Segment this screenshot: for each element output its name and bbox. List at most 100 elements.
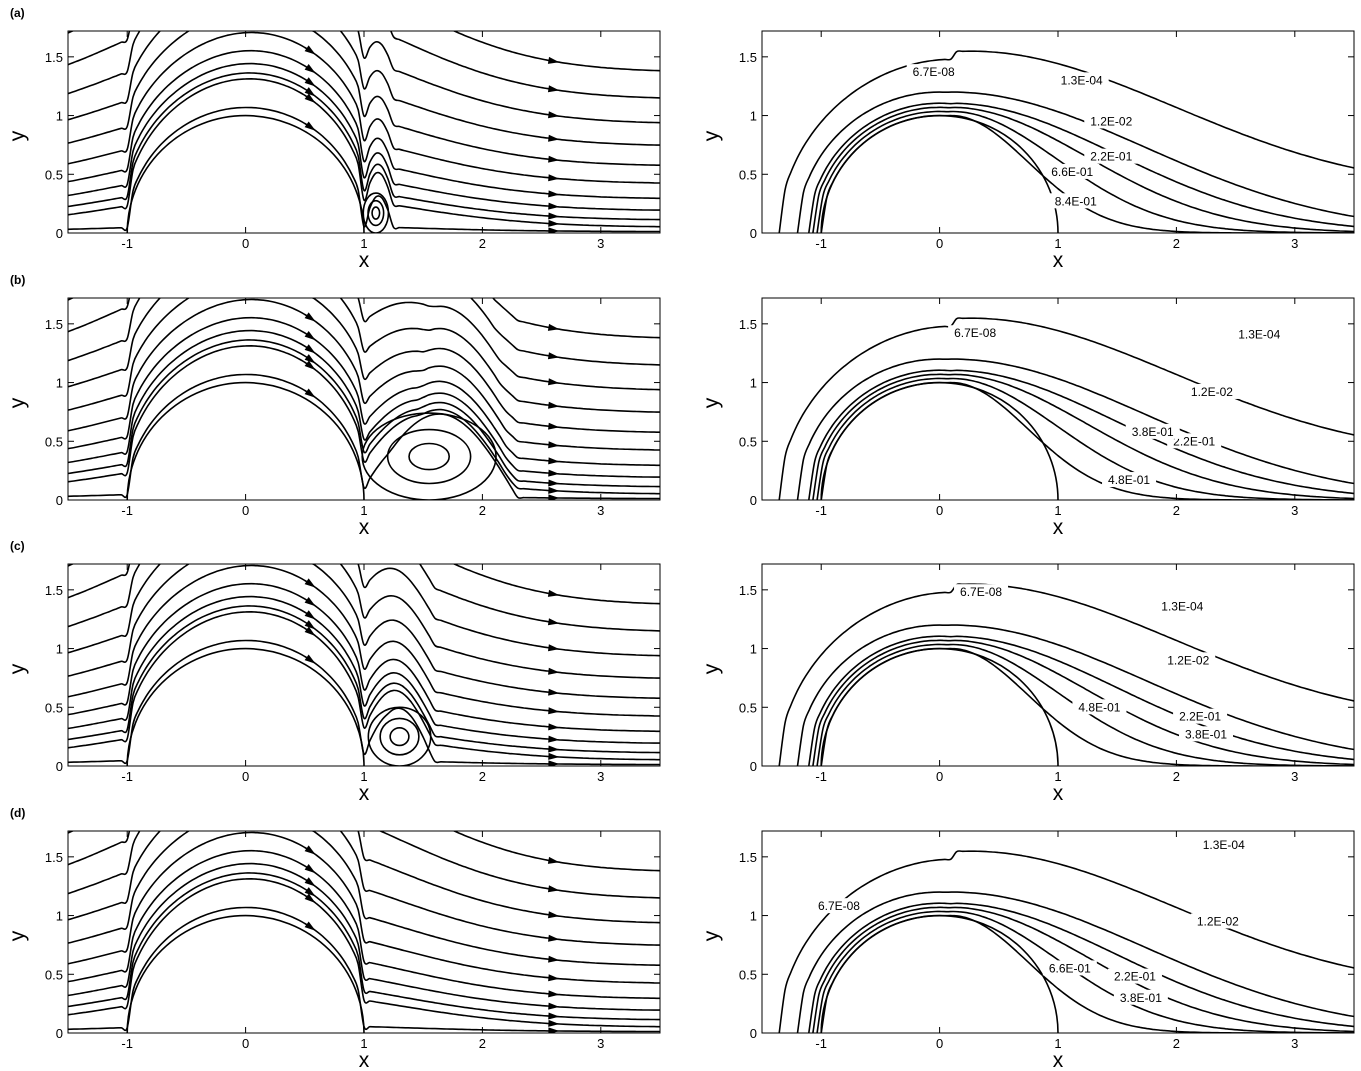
streamline xyxy=(68,639,660,766)
x-tick-label: 0 xyxy=(242,503,249,518)
streamline-arrow xyxy=(548,735,560,743)
streamline-arrow xyxy=(306,736,317,743)
obstacle-semicircle xyxy=(126,114,365,233)
recirculation-loop xyxy=(379,717,420,756)
x-tick-label: 3 xyxy=(597,769,604,784)
streamline-arrow xyxy=(547,589,560,597)
x-tick-label: 2 xyxy=(1173,769,1180,784)
streamline xyxy=(68,72,660,221)
streamline xyxy=(68,906,660,1033)
y-tick-label: 0 xyxy=(56,493,63,508)
streamline xyxy=(68,878,660,1028)
plot-area xyxy=(68,236,660,500)
streamline xyxy=(68,31,660,184)
contour-label-bg xyxy=(811,898,866,914)
streamline-arrow xyxy=(304,77,316,87)
streamline-arrow xyxy=(548,202,560,210)
streamline xyxy=(68,831,660,984)
streamline-arrow xyxy=(548,401,560,409)
x-tick-label: 0 xyxy=(242,236,249,251)
y-tick-label: 0 xyxy=(56,226,63,241)
streamline-arrow xyxy=(548,934,560,942)
contour-label: 4.8E-01 xyxy=(1078,700,1120,714)
plot-area xyxy=(68,31,660,233)
x-axis-label: x xyxy=(359,516,370,539)
obstacle-semicircle xyxy=(126,381,365,500)
contour-label-bg xyxy=(1107,968,1162,984)
contour-label: 1.2E-02 xyxy=(1197,914,1239,928)
x-tick-label: 3 xyxy=(597,503,604,518)
contour-label-bg xyxy=(1232,326,1287,342)
x-tick-label: -1 xyxy=(815,769,827,784)
recirculation-loop xyxy=(386,428,472,485)
y-tick-label: 0.5 xyxy=(45,967,63,982)
streamline xyxy=(68,31,660,146)
contour-line xyxy=(808,369,1354,500)
x-tick-label: 2 xyxy=(1173,503,1180,518)
x-tick-label: 0 xyxy=(936,769,943,784)
streamline-arrow xyxy=(305,265,318,277)
contour-label: 2.2E-01 xyxy=(1179,710,1221,724)
contour-label-bg xyxy=(1072,699,1127,715)
contour-line xyxy=(816,377,1354,500)
streamline-arrow xyxy=(304,654,316,664)
streamline-arrow xyxy=(548,1019,560,1027)
streamline xyxy=(68,298,660,434)
contour-line xyxy=(808,102,1354,233)
streamline-arrow xyxy=(304,93,316,103)
plot-area: 6.7E-08 1.3E-04 1.2E-02 2.2E-01 3.8E-01 4.8E-… xyxy=(778,583,1354,766)
streamline-arrow xyxy=(547,352,560,360)
contour-label-bg xyxy=(1102,472,1157,488)
streamline xyxy=(68,831,660,967)
streamline xyxy=(68,582,660,733)
streamline-arrow xyxy=(548,667,560,675)
streamline-arrow xyxy=(305,236,318,248)
contour-label: 6.7E-08 xyxy=(913,65,955,79)
contour-label: 1.3E-04 xyxy=(1061,73,1103,87)
streamline xyxy=(68,106,660,233)
y-axis-label: y xyxy=(6,130,29,141)
x-tick-label: -1 xyxy=(121,1036,133,1051)
contour-label-bg xyxy=(1084,148,1139,164)
streamline-arrow xyxy=(548,441,560,449)
plot-area: 6.7E-08 1.3E-04 1.2E-02 2.2E-01 3.8E-01 6.6E-… xyxy=(778,837,1354,1033)
x-axis-label: x xyxy=(359,782,370,805)
y-tick-label: 1.5 xyxy=(45,850,63,865)
contour-label-bg xyxy=(1042,960,1097,976)
streamline xyxy=(68,564,660,717)
streamline-arrow xyxy=(547,644,560,652)
plot-area xyxy=(68,564,660,766)
streamline-arrow xyxy=(548,134,560,142)
y-tick-label: 1 xyxy=(750,109,757,124)
streamline-arrow xyxy=(305,798,318,810)
y-axis-label: y xyxy=(6,397,29,408)
contour-line xyxy=(796,891,1354,1033)
contour-line xyxy=(812,373,1354,500)
contour-label: 6.6E-01 xyxy=(1051,165,1093,179)
y-tick-label: 0 xyxy=(56,759,63,774)
streamline-arrow xyxy=(548,174,560,182)
streamline xyxy=(68,49,660,200)
x-tick-label: -1 xyxy=(121,503,133,518)
x-tick-label: 1 xyxy=(360,503,367,518)
streamline-arrow xyxy=(548,486,560,494)
contour-line xyxy=(778,583,1354,766)
x-tick-label: 2 xyxy=(1173,1036,1180,1051)
recirculation-loop xyxy=(408,442,450,471)
streamline xyxy=(68,298,660,366)
panel-c-right: 6.7E-08 1.3E-04 1.2E-02 2.2E-01 3.8E-01 4.8E-… xyxy=(700,563,1355,805)
recirculation-loop xyxy=(361,412,497,500)
x-tick-label: 3 xyxy=(1291,503,1298,518)
x-tick-label: 0 xyxy=(936,503,943,518)
x-tick-label: 0 xyxy=(936,1036,943,1051)
streamline xyxy=(68,611,660,761)
streamline xyxy=(68,605,660,754)
streamline xyxy=(68,373,660,500)
x-tick-label: 2 xyxy=(479,503,486,518)
streamline-arrow xyxy=(304,31,316,33)
streamline-arrow xyxy=(304,121,316,131)
panel-d-right: 6.7E-08 1.3E-04 1.2E-02 2.2E-01 3.8E-01 6.6E-… xyxy=(700,830,1355,1071)
recirculation-loop xyxy=(389,727,410,747)
contour-label: 6.6E-01 xyxy=(1049,961,1091,975)
contour-label-bg xyxy=(1054,72,1109,88)
